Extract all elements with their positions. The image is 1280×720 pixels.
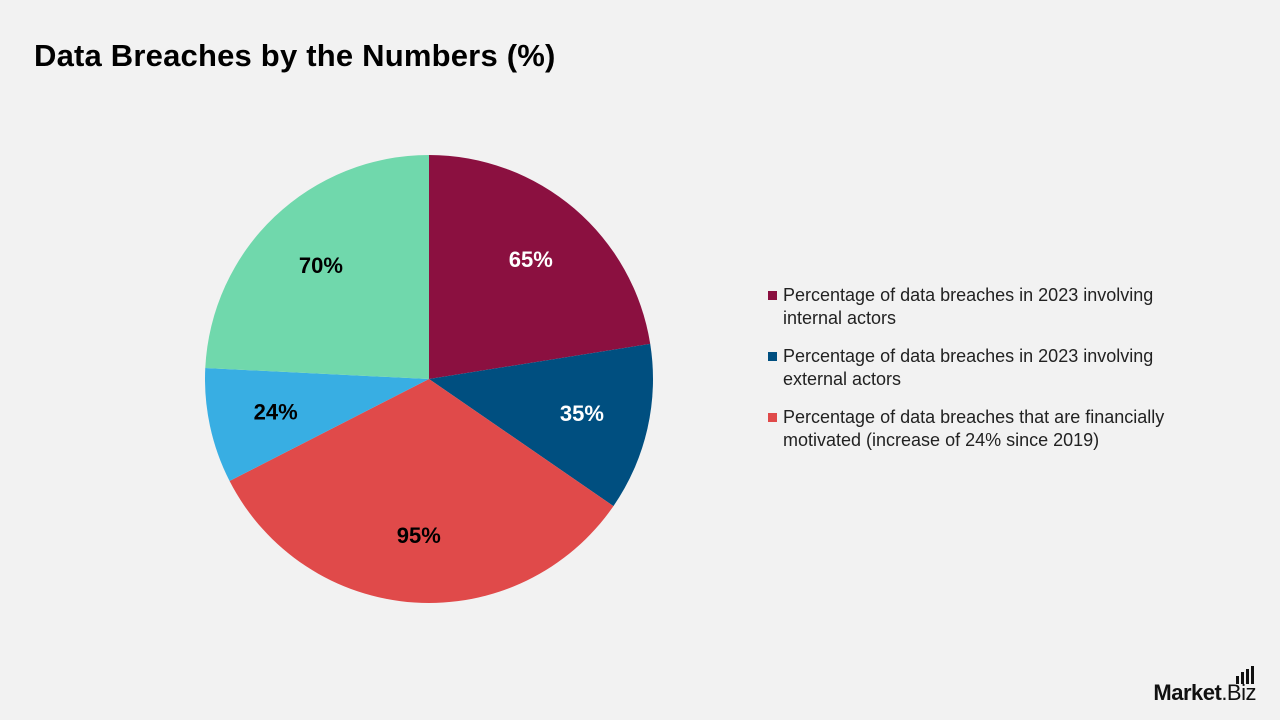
- chart-legend: Percentage of data breaches in 2023 invo…: [768, 284, 1208, 467]
- data-label-1: 35%: [560, 401, 604, 426]
- brand-logo-bars: [1236, 666, 1254, 684]
- legend-swatch-1: [768, 352, 777, 361]
- brand-name: Market: [1153, 680, 1222, 705]
- legend-label-2: Percentage of data breaches that are fin…: [783, 407, 1165, 450]
- data-label-2: 95%: [397, 523, 441, 548]
- legend-label-1: Percentage of data breaches in 2023 invo…: [783, 346, 1154, 389]
- legend-item-0: Percentage of data breaches in 2023 invo…: [768, 284, 1208, 330]
- data-label-3: 24%: [254, 399, 298, 424]
- data-label-4: 70%: [299, 253, 343, 278]
- pie-slice-0: [429, 155, 651, 379]
- pie-slice-1: [429, 343, 653, 507]
- pie-slice-3: [205, 368, 429, 482]
- legend-label-0: Percentage of data breaches in 2023 invo…: [783, 285, 1154, 328]
- brand-suffix: .Biz: [1221, 680, 1256, 705]
- legend-item-1: Percentage of data breaches in 2023 invo…: [768, 345, 1208, 391]
- data-label-0: 65%: [509, 247, 553, 272]
- pie-slice-2: [229, 379, 614, 603]
- brand-logo: Market.Biz: [1153, 680, 1256, 706]
- legend-swatch-0: [768, 291, 777, 300]
- pie-slice-4: [205, 154, 429, 379]
- chart-title: Data Breaches by the Numbers (%): [34, 38, 556, 73]
- legend-swatch-2: [768, 413, 777, 422]
- legend-item-2: Percentage of data breaches that are fin…: [768, 406, 1208, 452]
